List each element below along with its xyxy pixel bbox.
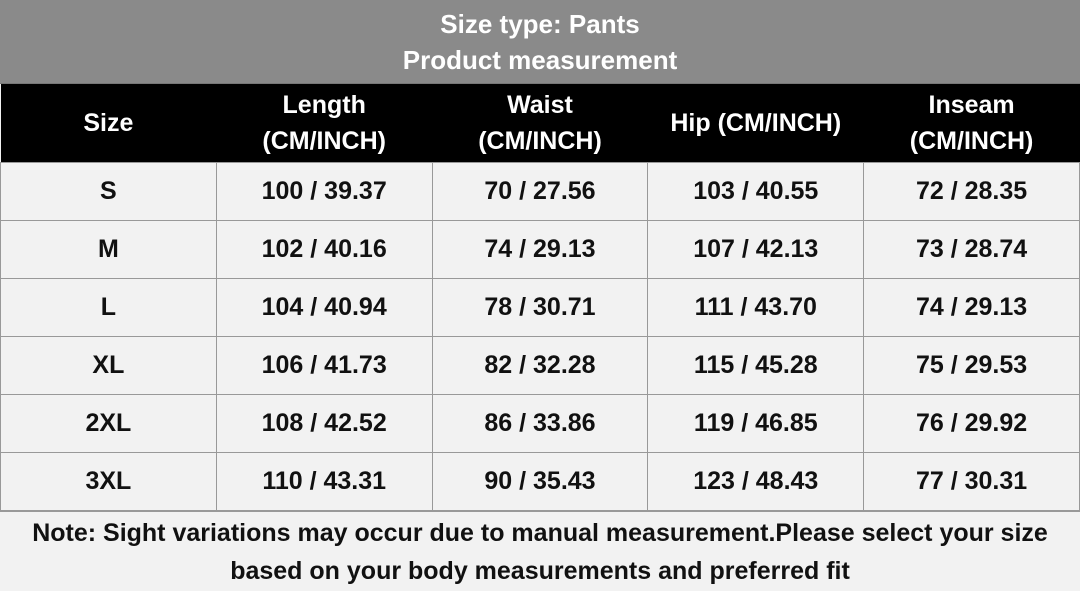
column-header: Inseam (CM/INCH) bbox=[863, 84, 1080, 163]
measurement-cell: 76 / 29.92 bbox=[863, 394, 1080, 453]
size-cell: S bbox=[0, 162, 217, 221]
measurement-cell: 77 / 30.31 bbox=[863, 452, 1080, 511]
measurement-cell: 73 / 28.74 bbox=[863, 220, 1080, 279]
measurement-cell: 106 / 41.73 bbox=[215, 336, 433, 395]
measurement-cell: 103 / 40.55 bbox=[647, 162, 865, 221]
size-table: Size Length (CM/INCH) Waist (CM/INCH) Hip (… bbox=[0, 84, 1080, 511]
column-header: Size bbox=[0, 84, 217, 163]
measurement-cell: 104 / 40.94 bbox=[215, 278, 433, 337]
measurement-cell: 115 / 45.28 bbox=[647, 336, 865, 395]
column-header: Hip (CM/INCH) bbox=[647, 84, 864, 163]
table-row: XL 106 / 41.73 82 / 32.28 115 / 45.28 75 / 2… bbox=[0, 336, 1080, 395]
measurement-cell: 102 / 40.16 bbox=[215, 220, 433, 279]
size-cell: XL bbox=[0, 336, 217, 395]
table-row: 3XL 110 / 43.31 90 / 35.43 123 / 48.43 77 / … bbox=[0, 452, 1080, 511]
note: Note: Sight variations may occur due to … bbox=[0, 511, 1080, 591]
subtitle: Product measurement bbox=[402, 44, 678, 75]
title-band: Size type: Pants Product measurement bbox=[0, 0, 1080, 84]
size-cell: 3XL bbox=[0, 452, 217, 511]
table-row: L 104 / 40.94 78 / 30.71 111 / 43.70 74 / 29… bbox=[0, 278, 1080, 337]
measurement-cell: 72 / 28.35 bbox=[863, 162, 1080, 221]
measurement-cell: 108 / 42.52 bbox=[215, 394, 433, 453]
measurement-cell: 74 / 29.13 bbox=[863, 278, 1080, 337]
table-row: S 100 / 39.37 70 / 27.56 103 / 40.55 72 / 28… bbox=[0, 162, 1080, 221]
measurement-cell: 107 / 42.13 bbox=[647, 220, 865, 279]
table-body: S 100 / 39.37 70 / 27.56 103 / 40.55 72 / 28… bbox=[0, 162, 1080, 511]
measurement-cell: 100 / 39.37 bbox=[215, 162, 433, 221]
measurement-cell: 119 / 46.85 bbox=[647, 394, 865, 453]
table-row: M 102 / 40.16 74 / 29.13 107 / 42.13 73 / 28… bbox=[0, 220, 1080, 279]
measurement-cell: 123 / 48.43 bbox=[647, 452, 865, 511]
size-cell: M bbox=[0, 220, 217, 279]
measurement-cell: 70 / 27.56 bbox=[431, 162, 649, 221]
title: Size type: Pants bbox=[440, 8, 640, 39]
measurement-cell: 110 / 43.31 bbox=[215, 452, 433, 511]
measurement-cell: 111 / 43.70 bbox=[647, 278, 865, 337]
size-cell: L bbox=[0, 278, 217, 337]
measurement-cell: 74 / 29.13 bbox=[431, 220, 649, 279]
column-header: Length (CM/INCH) bbox=[216, 84, 433, 163]
measurement-cell: 86 / 33.86 bbox=[431, 394, 649, 453]
table-head: Size Length (CM/INCH) Waist (CM/INCH) Hip (… bbox=[0, 84, 1080, 163]
header-row: Size Length (CM/INCH) Waist (CM/INCH) Hip (… bbox=[0, 84, 1080, 163]
measurement-cell: 90 / 35.43 bbox=[431, 452, 649, 511]
size-cell: 2XL bbox=[0, 394, 217, 453]
column-header: Waist (CM/INCH) bbox=[432, 84, 648, 163]
measurement-cell: 82 / 32.28 bbox=[431, 336, 649, 395]
table-row: 2XL 108 / 42.52 86 / 33.86 119 / 46.85 76 / … bbox=[0, 394, 1080, 453]
measurement-cell: 75 / 29.53 bbox=[863, 336, 1080, 395]
measurement-cell: 78 / 30.71 bbox=[431, 278, 649, 337]
